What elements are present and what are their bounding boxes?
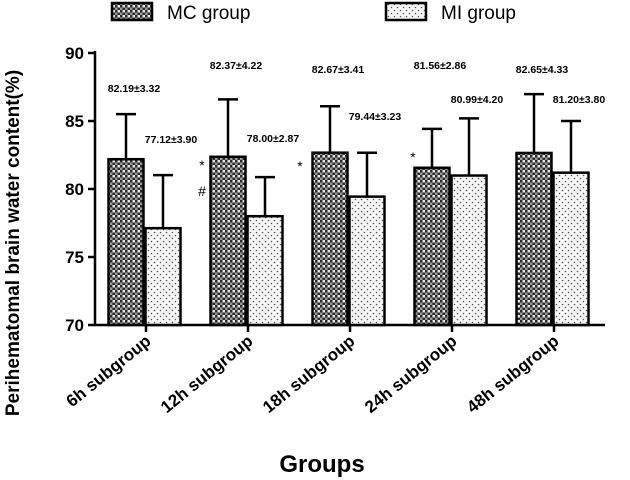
data-label: 82.65±4.33 [516, 64, 569, 76]
bar [552, 171, 590, 327]
y-tick-label: 80 [65, 180, 84, 199]
x-tick-label: 48h subgroup [463, 331, 562, 417]
x-axis: 6h subgroup 12h subgroup 18h subgroup 24h s… [63, 323, 605, 417]
significance-marker: * [199, 157, 205, 173]
bar [107, 157, 145, 327]
data-label: 81.56±2.86 [414, 60, 467, 72]
bar [413, 166, 451, 327]
legend-label: MI group [441, 3, 516, 24]
data-label: 78.00±2.87 [247, 133, 300, 145]
y-tick-label: 85 [65, 112, 84, 131]
data-label: 82.19±3.32 [108, 83, 161, 95]
legend-swatch [384, 1, 428, 22]
significance-marker: # [198, 183, 206, 199]
data-label: 80.99±4.20 [451, 94, 504, 106]
x-tick-label: 18h subgroup [259, 331, 358, 417]
bar [246, 214, 284, 327]
y-tick-label: 70 [65, 316, 84, 335]
bar [209, 155, 247, 327]
annotations-group: * # * * [198, 149, 416, 199]
data-label: 79.44±3.23 [349, 111, 402, 123]
chart-legend: MC group MI group [110, 1, 516, 24]
y-tick-label: 75 [65, 248, 84, 267]
y-tick-label: 90 [65, 44, 84, 63]
error-bars-group [116, 92, 581, 229]
value-labels-group: 82.19±3.32 82.37±4.22 82.67±3.41 81.56±2.86… [108, 60, 606, 146]
x-axis-title: Groups [279, 451, 364, 478]
data-label: 82.67±3.41 [312, 64, 365, 76]
bar [515, 151, 553, 327]
bar [348, 195, 386, 327]
x-tick-label: 6h subgroup [63, 331, 155, 411]
x-tick-label: 24h subgroup [361, 331, 460, 417]
y-axis-title: Perihematomal brain water content(%) [3, 70, 24, 416]
y-axis: 70 75 80 85 90 [65, 44, 97, 335]
data-label: 82.37±4.22 [210, 60, 263, 72]
bar [311, 151, 349, 327]
bars-group [107, 151, 590, 327]
significance-marker: * [410, 149, 416, 165]
x-tick-label: 12h subgroup [157, 331, 256, 417]
legend-swatch [110, 1, 154, 22]
significance-marker: * [297, 158, 303, 174]
legend-label: MC group [167, 3, 250, 24]
bar [144, 226, 182, 327]
bar [450, 174, 488, 327]
data-label: 81.20±3.80 [553, 94, 606, 106]
data-label: 77.12±3.90 [145, 134, 198, 146]
